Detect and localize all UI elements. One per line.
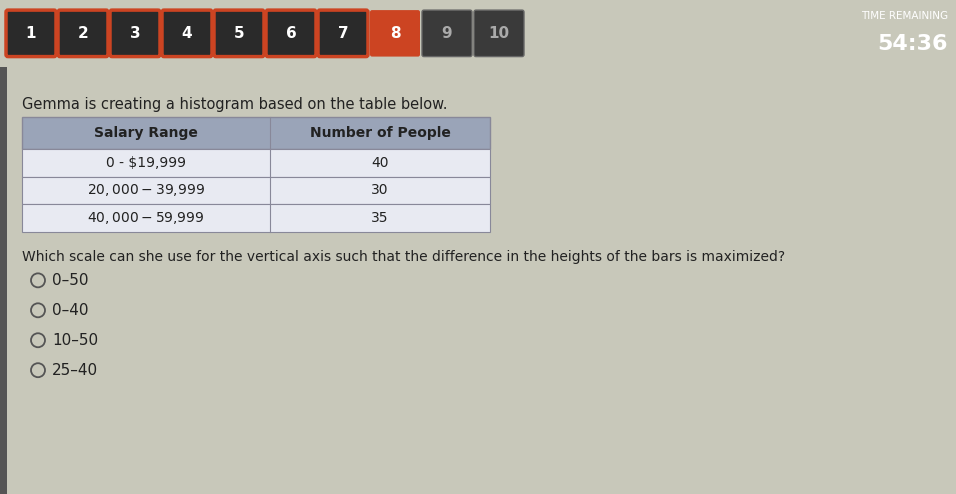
Text: 0 - $19,999: 0 - $19,999 — [106, 156, 186, 169]
Bar — [22, 149, 490, 176]
Text: 4: 4 — [182, 26, 192, 41]
Text: 0–40: 0–40 — [52, 303, 89, 318]
Text: 0–50: 0–50 — [52, 273, 89, 288]
Text: 54:36: 54:36 — [878, 35, 948, 54]
Bar — [22, 117, 490, 149]
Bar — [22, 205, 490, 232]
Text: 5: 5 — [233, 26, 245, 41]
Text: $40,000 - $59,999: $40,000 - $59,999 — [87, 210, 205, 226]
Text: 35: 35 — [371, 211, 389, 225]
FancyBboxPatch shape — [266, 10, 316, 57]
Text: TIME REMAINING: TIME REMAINING — [860, 11, 948, 21]
Text: Which scale can she use for the vertical axis such that the difference in the he: Which scale can she use for the vertical… — [22, 250, 785, 264]
Bar — [22, 176, 490, 205]
Text: 10: 10 — [489, 26, 510, 41]
FancyBboxPatch shape — [162, 10, 212, 57]
Text: 10–50: 10–50 — [52, 333, 98, 348]
FancyBboxPatch shape — [214, 10, 264, 57]
Text: 30: 30 — [371, 183, 389, 198]
FancyBboxPatch shape — [370, 10, 420, 57]
FancyBboxPatch shape — [6, 10, 56, 57]
Text: Number of People: Number of People — [310, 125, 450, 140]
Text: 7: 7 — [337, 26, 348, 41]
FancyBboxPatch shape — [110, 10, 160, 57]
Text: 2: 2 — [77, 26, 88, 41]
Text: Salary Range: Salary Range — [94, 125, 198, 140]
Text: 6: 6 — [286, 26, 296, 41]
Text: 9: 9 — [442, 26, 452, 41]
FancyBboxPatch shape — [318, 10, 368, 57]
Text: 40: 40 — [371, 156, 389, 169]
Text: Gemma is creating a histogram based on the table below.: Gemma is creating a histogram based on t… — [22, 97, 447, 112]
FancyBboxPatch shape — [474, 10, 524, 57]
Text: 25–40: 25–40 — [52, 363, 98, 378]
Text: $20,000 - $39,999: $20,000 - $39,999 — [87, 182, 205, 199]
Bar — [0, 67, 7, 494]
FancyBboxPatch shape — [422, 10, 472, 57]
Text: 8: 8 — [390, 26, 401, 41]
Text: 1: 1 — [26, 26, 36, 41]
Text: 3: 3 — [130, 26, 141, 41]
FancyBboxPatch shape — [58, 10, 108, 57]
